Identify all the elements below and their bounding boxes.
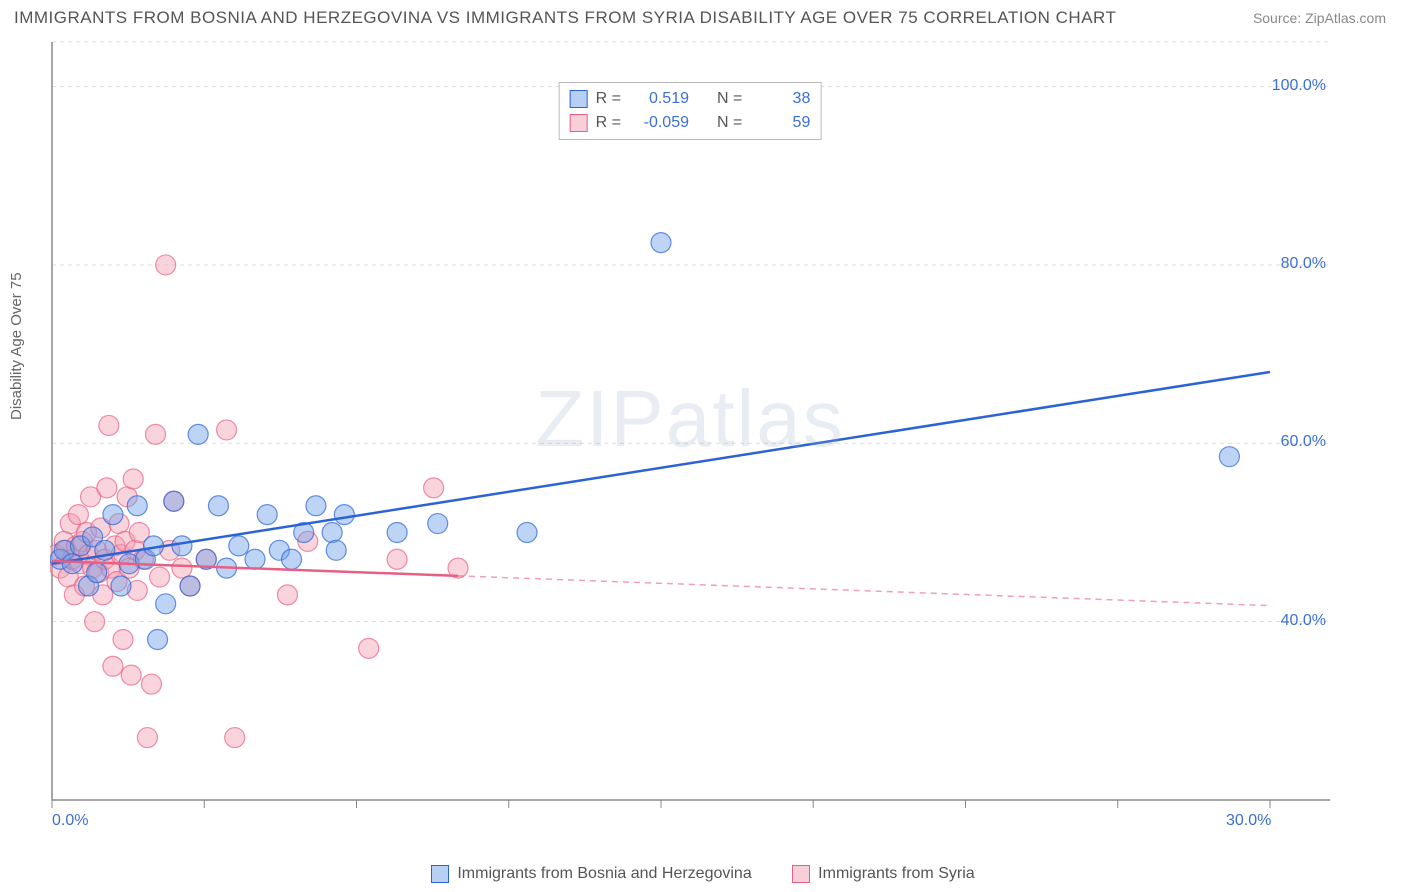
r-value: 0.519 bbox=[629, 87, 689, 111]
legend-bottom: Immigrants from Bosnia and Herzegovina I… bbox=[0, 865, 1406, 888]
swatch-blue-icon bbox=[570, 90, 588, 108]
swatch-pink-icon bbox=[570, 114, 588, 132]
source-label: Source: ZipAtlas.com bbox=[1253, 10, 1386, 26]
y-tick-label: 60.0% bbox=[1281, 433, 1326, 451]
legend-series-2-label: Immigrants from Syria bbox=[818, 865, 974, 883]
n-label: N = bbox=[717, 87, 742, 111]
r-label: R = bbox=[596, 87, 621, 111]
n-value: 59 bbox=[750, 111, 810, 135]
legend-correlation: R = 0.519 N = 38 R = -0.059 N = 59 bbox=[559, 82, 822, 140]
legend-item-1: Immigrants from Bosnia and Herzegovina bbox=[431, 865, 751, 883]
legend-row-1: R = 0.519 N = 38 bbox=[570, 87, 811, 111]
legend-row-2: R = -0.059 N = 59 bbox=[570, 111, 811, 135]
legend-series-1-label: Immigrants from Bosnia and Herzegovina bbox=[457, 865, 751, 883]
n-value: 38 bbox=[750, 87, 810, 111]
chart-svg bbox=[50, 40, 1330, 830]
r-value: -0.059 bbox=[629, 111, 689, 135]
chart-area: ZIPatlas R = 0.519 N = 38 R = -0.059 N =… bbox=[50, 40, 1330, 830]
legend-item-2: Immigrants from Syria bbox=[792, 865, 974, 883]
y-tick-label: 100.0% bbox=[1272, 77, 1326, 95]
x-tick-label: 0.0% bbox=[52, 812, 88, 830]
y-tick-label: 40.0% bbox=[1281, 612, 1326, 630]
chart-title: IMMIGRANTS FROM BOSNIA AND HERZEGOVINA V… bbox=[14, 8, 1116, 28]
x-tick-label: 30.0% bbox=[1226, 812, 1271, 830]
swatch-blue-icon bbox=[431, 865, 449, 883]
y-axis-label: Disability Age Over 75 bbox=[8, 272, 25, 420]
swatch-pink-icon bbox=[792, 865, 810, 883]
y-tick-label: 80.0% bbox=[1281, 255, 1326, 273]
n-label: N = bbox=[717, 111, 742, 135]
r-label: R = bbox=[596, 111, 621, 135]
